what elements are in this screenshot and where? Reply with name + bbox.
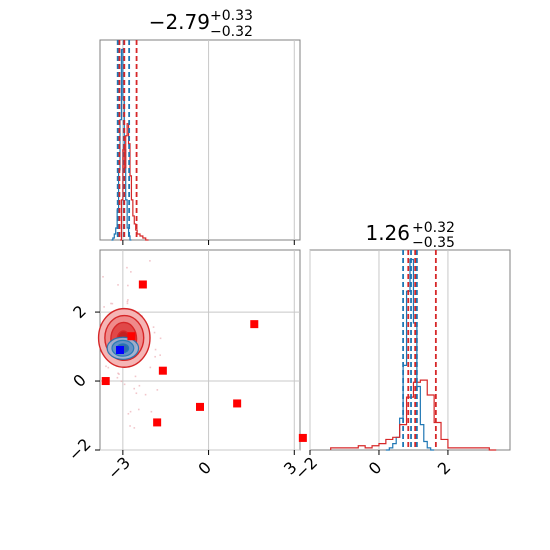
panel-hist-param1: −2.79 +0.33 −0.32 [99,8,301,245]
histogram-series [330,258,497,451]
sample-point [129,410,132,413]
sample-point [152,326,155,328]
quantile-lines [116,40,138,240]
sample-point [118,373,120,375]
red-point [158,366,167,375]
sample-point [149,260,151,262]
quantile-lines [402,250,437,450]
x-tick-label: 0 [194,458,215,479]
grid [309,250,449,450]
sample-point [107,366,110,369]
sample-point [123,383,126,386]
sample-point [105,365,107,368]
panel-title-plus: +0.32 [412,220,455,236]
y-tick-label: 2 [69,301,90,322]
y-tick-label: −2 [65,435,95,465]
sample-point [129,425,131,427]
red-point [298,433,307,442]
sample-point [133,387,136,390]
x-tick-label: −3 [104,453,134,483]
grid [100,250,300,451]
sample-point [159,354,161,356]
x-ticks: −2 0 2 [291,450,454,483]
histogram-step [111,48,132,241]
data-points [101,280,307,442]
panel-title-minus: −0.32 [210,24,253,40]
sample-point [126,300,129,303]
sample-point [149,366,152,369]
sample-point [110,302,112,305]
sample-point [103,306,105,308]
panel-title-minus: −0.35 [412,235,455,251]
panel-title-plus: +0.33 [210,8,253,24]
sample-point [135,392,138,395]
sample-point [130,271,132,273]
x-tick-label: −2 [291,453,321,483]
sample-point [154,355,156,358]
sample-point [127,412,130,415]
sample-point [127,284,129,287]
panel-title: 1.26 [365,221,410,245]
panel-scatter-joint: −3 0 3 −202 [65,249,307,483]
sample-point [133,427,136,429]
red-point [101,377,110,386]
sample-point [150,410,153,413]
blue-point [116,346,124,354]
sample-point [156,389,159,391]
x-tick-label: 0 [365,458,386,479]
sample-point [159,337,162,340]
sample-point [116,376,119,379]
sample-point [144,393,147,396]
y-tick-label: 0 [69,370,90,391]
panel-hist-param2: −2 0 2 1.26 +0.32 −0.35 [291,220,511,483]
sample-point [111,302,114,305]
histogram-step [330,379,497,451]
sample-point [126,266,128,269]
sample-point [153,331,156,334]
sample-point [102,275,104,278]
red-point [127,332,136,341]
sample-point [117,284,119,286]
histogram-step [385,258,435,451]
y-ticks: −2 0 2 [65,301,100,465]
red-point [196,402,204,411]
density-contours [97,307,151,368]
red-point [233,399,242,408]
sample-point [154,348,157,351]
panel-title: −2.79 [149,10,210,34]
x-ticks: −3 0 3 [104,450,301,483]
red-point [250,320,259,329]
sample-point [137,408,140,411]
x-ticks [122,240,295,245]
sample-point [126,302,129,305]
sample-point [138,384,141,387]
sample-point [120,380,123,383]
sample-point [127,299,129,301]
red-point [138,280,147,289]
red-point [153,418,162,427]
sample-point [134,375,137,378]
sample-point [117,372,119,375]
x-tick-label: 2 [434,458,455,479]
